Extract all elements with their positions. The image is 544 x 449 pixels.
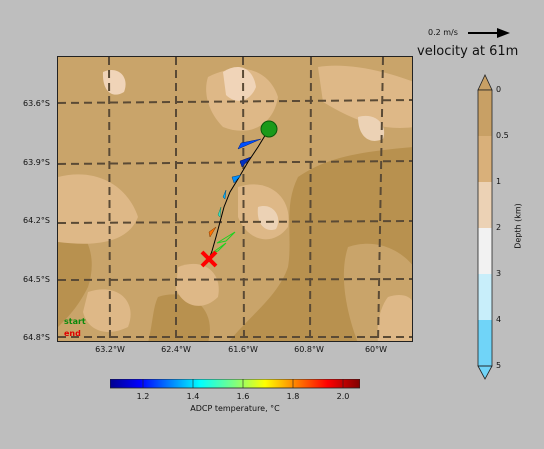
end-marker[interactable] xyxy=(200,250,218,268)
lat-label: 64.5°S xyxy=(23,275,50,284)
depth-tick: 1 xyxy=(496,177,502,186)
land-pale-east xyxy=(358,115,385,141)
grid-lon-60-8 xyxy=(309,57,312,341)
velocity-vector xyxy=(237,138,262,150)
temperature-tick: 1.4 xyxy=(186,392,200,401)
temperature-tick: 2.0 xyxy=(336,392,350,401)
lon-label: 63.2°W xyxy=(95,345,125,354)
grid-lat-64-2 xyxy=(58,220,412,224)
land-pale-center xyxy=(257,206,279,231)
map-canvas xyxy=(58,57,412,341)
velocity-vector xyxy=(216,231,236,244)
map-title: velocity at 61m xyxy=(417,44,519,59)
lon-label: 60°W xyxy=(364,345,388,354)
lat-label: 64.8°S xyxy=(23,333,50,342)
velocity-vector xyxy=(208,226,217,238)
lon-label: 62.4°W xyxy=(161,345,191,354)
map-panel[interactable]: start end xyxy=(57,56,413,342)
land-light-se xyxy=(377,295,412,341)
ship-track xyxy=(207,128,270,263)
velocity-vector xyxy=(217,206,222,218)
temperature-tick: 1.6 xyxy=(236,392,250,401)
legend-end: end xyxy=(64,329,81,338)
start-marker[interactable] xyxy=(260,120,278,138)
velocity-vector xyxy=(231,174,242,184)
lat-label: 64.2°S xyxy=(23,216,50,225)
land-dark-south xyxy=(148,294,210,341)
depth-tick: 3 xyxy=(496,269,502,278)
temperature-colorbar-title: ADCP temperature, °C xyxy=(190,404,280,413)
lon-label: 61.6°W xyxy=(228,345,258,354)
legend-start: start xyxy=(64,317,86,326)
temperature-colorbar xyxy=(110,379,360,389)
temperature-tick: 1.8 xyxy=(286,392,300,401)
lat-label: 63.6°S xyxy=(23,99,50,108)
land-dark-west xyxy=(58,217,92,327)
temperature-tick: 1.2 xyxy=(136,392,150,401)
lat-label: 63.9°S xyxy=(23,158,50,167)
velocity-scale-label: 0.2 m/s xyxy=(428,28,458,37)
grid-lon-63-2 xyxy=(108,57,111,341)
depth-tick: 0.5 xyxy=(496,131,509,140)
depth-tick: 4 xyxy=(496,315,502,324)
velocity-vectors xyxy=(208,138,262,254)
grid-lat-63-6 xyxy=(58,99,412,104)
velocity-vector xyxy=(222,189,227,200)
depth-tick: 5 xyxy=(496,361,502,370)
land-pale-north xyxy=(223,67,256,101)
graticule xyxy=(58,57,412,341)
depth-colorbar xyxy=(477,74,493,380)
depth-tick: 0 xyxy=(496,85,502,94)
land-light-west xyxy=(58,174,138,244)
depth-colorbar-title: Depth (km) xyxy=(513,203,523,249)
grid-lat-64-5 xyxy=(58,278,412,281)
land-light-south xyxy=(176,263,219,306)
lon-label: 60.8°W xyxy=(294,345,324,354)
velocity-scale-arrow-icon xyxy=(468,28,510,38)
grid-lon-60 xyxy=(377,57,384,341)
depth-tick: 2 xyxy=(496,223,502,232)
velocity-vector xyxy=(239,156,252,168)
grid-lat-63-9 xyxy=(58,160,412,165)
land-light-ne xyxy=(318,65,412,128)
grid-lon-61-6 xyxy=(242,57,245,341)
land-light-sw xyxy=(83,289,131,332)
